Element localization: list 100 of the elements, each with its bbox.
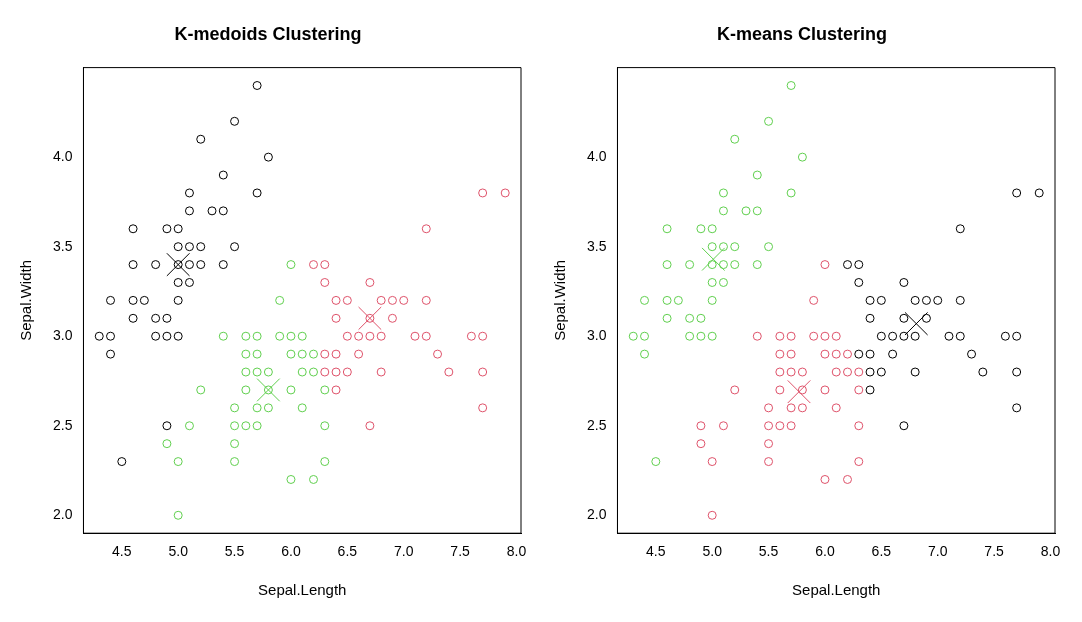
point bbox=[640, 331, 650, 341]
point bbox=[173, 457, 183, 467]
point bbox=[387, 295, 397, 305]
point bbox=[752, 331, 762, 341]
x-tick-label: 6.0 bbox=[815, 543, 835, 560]
x-tick-label: 4.5 bbox=[112, 543, 132, 560]
point bbox=[696, 224, 706, 234]
point bbox=[162, 331, 172, 341]
point bbox=[173, 331, 183, 341]
x-tick-label: 7.0 bbox=[927, 543, 948, 560]
point bbox=[955, 295, 965, 305]
point bbox=[752, 260, 762, 270]
point bbox=[865, 349, 875, 359]
chart-title: K-means Clustering bbox=[716, 23, 888, 44]
point bbox=[955, 224, 965, 234]
point bbox=[696, 439, 706, 449]
point bbox=[820, 385, 830, 395]
point bbox=[967, 349, 977, 359]
point bbox=[662, 313, 672, 323]
point bbox=[354, 331, 364, 341]
point bbox=[252, 403, 262, 413]
x-tick-label: 5.0 bbox=[168, 543, 189, 560]
point bbox=[162, 224, 172, 234]
point bbox=[696, 313, 706, 323]
point bbox=[797, 152, 807, 162]
point bbox=[775, 385, 785, 395]
x-tick-label: 5.5 bbox=[758, 543, 779, 560]
x-tick-label: 8.0 bbox=[506, 543, 527, 560]
point bbox=[786, 421, 796, 431]
point bbox=[173, 277, 183, 287]
point bbox=[320, 277, 330, 287]
point bbox=[876, 367, 886, 377]
point bbox=[376, 331, 386, 341]
point bbox=[309, 367, 319, 377]
point bbox=[707, 242, 717, 252]
point bbox=[331, 385, 341, 395]
point bbox=[466, 331, 476, 341]
point bbox=[387, 313, 397, 323]
point bbox=[718, 242, 728, 252]
y-tick-label: 3.5 bbox=[52, 237, 73, 254]
point bbox=[309, 260, 319, 270]
point bbox=[218, 170, 228, 180]
point bbox=[230, 116, 240, 126]
point bbox=[275, 331, 285, 341]
point bbox=[955, 331, 965, 341]
point bbox=[741, 206, 751, 216]
point bbox=[218, 206, 228, 216]
point bbox=[843, 474, 853, 484]
point bbox=[286, 349, 296, 359]
x-tick-label: 6.5 bbox=[871, 543, 892, 560]
point bbox=[241, 349, 251, 359]
point bbox=[752, 206, 762, 216]
point bbox=[820, 349, 830, 359]
point bbox=[640, 295, 650, 305]
point bbox=[1012, 188, 1022, 198]
point bbox=[433, 349, 443, 359]
point bbox=[787, 379, 811, 404]
point bbox=[718, 260, 728, 270]
point bbox=[662, 295, 672, 305]
point bbox=[730, 242, 740, 252]
point bbox=[173, 295, 183, 305]
point bbox=[162, 439, 172, 449]
point bbox=[128, 313, 138, 323]
point bbox=[797, 367, 807, 377]
point bbox=[843, 260, 853, 270]
point bbox=[854, 349, 864, 359]
point bbox=[899, 421, 909, 431]
point bbox=[764, 116, 774, 126]
point bbox=[921, 295, 931, 305]
point bbox=[775, 331, 785, 341]
point bbox=[218, 260, 228, 270]
point bbox=[241, 331, 251, 341]
point bbox=[673, 295, 683, 305]
point bbox=[94, 331, 104, 341]
point bbox=[252, 349, 262, 359]
point bbox=[843, 367, 853, 377]
y-axis-title: Sepal.Width bbox=[17, 259, 35, 341]
point bbox=[696, 331, 706, 341]
chart-title: K-medoids Clustering bbox=[174, 23, 362, 44]
point bbox=[286, 331, 296, 341]
point bbox=[128, 295, 138, 305]
point bbox=[640, 349, 650, 359]
point bbox=[173, 242, 183, 252]
point bbox=[1012, 331, 1022, 341]
point bbox=[910, 367, 920, 377]
point bbox=[286, 385, 296, 395]
point bbox=[218, 331, 228, 341]
point bbox=[831, 403, 841, 413]
point bbox=[263, 403, 273, 413]
point bbox=[797, 403, 807, 413]
point bbox=[775, 367, 785, 377]
point bbox=[309, 474, 319, 484]
point bbox=[831, 349, 841, 359]
point bbox=[421, 295, 431, 305]
point bbox=[752, 170, 762, 180]
point bbox=[500, 188, 510, 198]
point bbox=[376, 295, 386, 305]
point bbox=[786, 81, 796, 91]
point bbox=[478, 188, 488, 198]
x-tick-label: 7.5 bbox=[450, 543, 471, 560]
